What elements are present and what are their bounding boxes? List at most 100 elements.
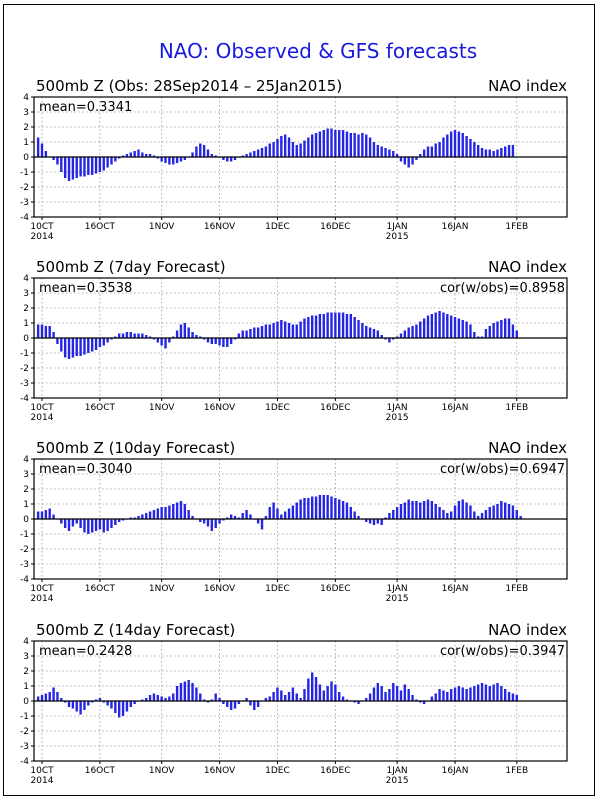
x-tick-label: 10CT — [30, 222, 54, 232]
nao-bar — [272, 692, 275, 701]
y-tick-label: -3 — [20, 742, 29, 752]
nao-bar — [148, 336, 152, 338]
nao-bar — [110, 701, 113, 709]
nao-bar — [106, 157, 109, 168]
x-tick-label: 1NOV — [149, 222, 175, 232]
nao-bar — [145, 154, 148, 157]
x-tick-label: 1FEB — [505, 766, 528, 776]
nao-bar — [94, 338, 98, 350]
nao-bar — [380, 519, 383, 525]
nao-bar — [63, 338, 67, 358]
nao-bar — [264, 698, 268, 701]
nao-bar — [403, 502, 407, 519]
nao-bar — [365, 698, 368, 701]
nao-bar — [264, 146, 268, 157]
nao-bar — [102, 519, 105, 533]
nao-bar — [280, 320, 283, 338]
nao-bar — [395, 686, 399, 701]
nao-bar — [496, 149, 499, 157]
x-tick-label: 1JAN — [387, 766, 408, 776]
nao-bar — [496, 321, 499, 338]
x-tick-label: 1NOV — [149, 584, 175, 594]
nao-bar — [222, 338, 225, 347]
y-tick-label: -4 — [20, 213, 29, 223]
nao-bar — [384, 692, 387, 701]
nao-bar — [334, 684, 337, 701]
nao-bar — [156, 157, 159, 159]
nao-bar — [141, 699, 144, 701]
y-tick-label: 4 — [23, 274, 29, 284]
nao-bar — [465, 502, 468, 519]
nao-bar — [280, 136, 283, 157]
nao-bar — [480, 683, 484, 701]
nao-bar — [480, 513, 484, 519]
nao-bar — [307, 498, 310, 519]
nao-bar — [368, 137, 372, 157]
nao-bar — [179, 501, 183, 519]
nao-bar — [60, 519, 63, 524]
nao-bar — [94, 519, 98, 531]
nao-bar — [311, 672, 314, 701]
y-tick-label: 3 — [23, 652, 29, 662]
y-tick-label: -4 — [20, 757, 29, 767]
mean-label: mean=0.3341 — [39, 100, 132, 115]
y-tick-label: 1 — [23, 138, 29, 148]
nao-bar — [338, 130, 341, 157]
nao-bar — [60, 698, 63, 701]
nao-bar — [392, 683, 395, 701]
nao-bar — [519, 516, 522, 519]
nao-bar — [357, 701, 360, 704]
nao-bar — [110, 157, 113, 165]
nao-bar — [341, 501, 345, 519]
nao-bar — [314, 496, 318, 519]
nao-bar — [241, 513, 244, 519]
nao-bar — [245, 510, 248, 519]
nao-bar — [430, 696, 434, 701]
y-tick-label: -1 — [20, 349, 29, 359]
nao-bar — [484, 510, 488, 519]
nao-bar — [172, 336, 175, 338]
nao-bar — [488, 326, 491, 338]
nao-bar — [299, 321, 302, 338]
nao-bar — [473, 511, 476, 519]
nao-bar — [322, 314, 325, 338]
nao-bar — [179, 157, 183, 162]
nao-bar — [507, 692, 511, 701]
nao-bar — [392, 151, 395, 157]
nao-bar — [504, 146, 507, 157]
x-tick-label: 1FEB — [505, 403, 528, 413]
nao-bar — [222, 519, 225, 521]
nao-bar — [461, 687, 464, 701]
x-tick-year: 2015 — [386, 594, 409, 604]
nao-bar — [484, 329, 488, 338]
nao-bar — [152, 338, 156, 340]
nao-bar — [515, 330, 518, 338]
x-tick-label: 1NOV — [149, 766, 175, 776]
nao-bar — [422, 318, 426, 338]
nao-bar — [457, 686, 461, 701]
nao-bar — [214, 519, 217, 528]
y-tick-label: -3 — [20, 560, 29, 570]
nao-bar — [241, 155, 244, 157]
nao-bar — [276, 139, 279, 157]
nao-bar — [299, 143, 302, 157]
nao-bar — [446, 692, 449, 701]
x-tick-label: 16JAN — [442, 403, 469, 413]
nao-bar — [245, 154, 248, 157]
y-tick-label: 3 — [23, 470, 29, 480]
nao-bar — [365, 134, 368, 157]
nao-bar — [422, 149, 426, 157]
nao-bar — [160, 507, 163, 519]
nao-bar — [283, 321, 287, 338]
nao-bar — [249, 514, 252, 519]
x-tick-label: 1JAN — [387, 403, 408, 413]
nao-bar — [206, 701, 210, 703]
nao-bar — [63, 519, 67, 528]
nao-bar — [380, 146, 383, 157]
x-tick-label: 1DEC — [265, 766, 290, 776]
nao-bar — [473, 332, 476, 338]
nao-bar — [403, 684, 407, 701]
y-tick-label: -1 — [20, 168, 29, 178]
nao-bar — [206, 519, 210, 527]
nao-bar — [357, 134, 360, 157]
